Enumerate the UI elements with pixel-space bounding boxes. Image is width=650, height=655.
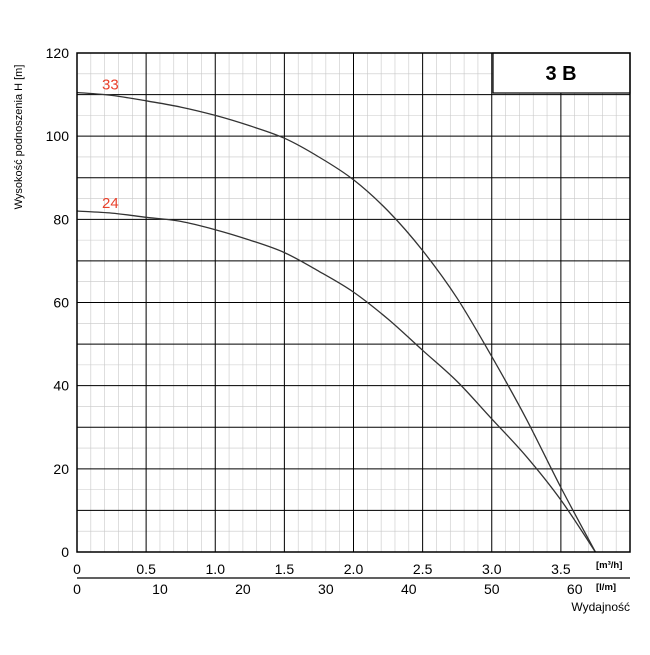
x-tick-label-lmin: 20 [235,581,251,597]
series-line-33 [76,91,596,553]
x-unit-bottom: [l/m] [596,582,616,593]
x-unit-top: [m³/h] [596,560,622,571]
x-tick-label-m3h: 3.0 [482,561,502,577]
x-tick-label-lmin: 30 [318,581,334,597]
series-label-24: 24 [102,195,119,212]
x-tick-label-lmin: 40 [401,581,417,597]
y-tick-label: 40 [53,378,69,394]
x-tick-label-m3h: 1.0 [206,561,226,577]
series-line-24 [76,210,596,553]
plot-frame [76,52,631,553]
x-tick-label-m3h: 0.5 [136,561,156,577]
x-axis-label: Wydajność [571,600,630,614]
x-tick-label-lmin: 10 [152,581,168,597]
x-tick-label-m3h: 0 [73,561,81,577]
y-tick-label: 100 [46,128,70,144]
y-tick-label: 80 [53,211,69,227]
x-tick-label-lmin: 0 [73,581,81,597]
y-tick-label: 120 [46,45,70,61]
x-tick-label-m3h: 2.0 [344,561,364,577]
chart-title: 3 B [545,63,576,85]
y-tick-label: 20 [53,461,69,477]
x-tick-label-m3h: 2.5 [413,561,433,577]
x-tick-label-m3h: 3.5 [551,561,571,577]
series-label-33: 33 [102,77,119,94]
title-box [492,52,631,94]
y-tick-label: 0 [61,544,69,560]
x-tick-label-lmin: 50 [484,581,500,597]
y-axis-label: Wysokość podnoszenia H [m] [13,65,25,210]
x-tick-label-m3h: 1.5 [275,561,295,577]
y-tick-label: 60 [53,295,69,311]
x-tick-label-lmin: 60 [567,581,583,597]
